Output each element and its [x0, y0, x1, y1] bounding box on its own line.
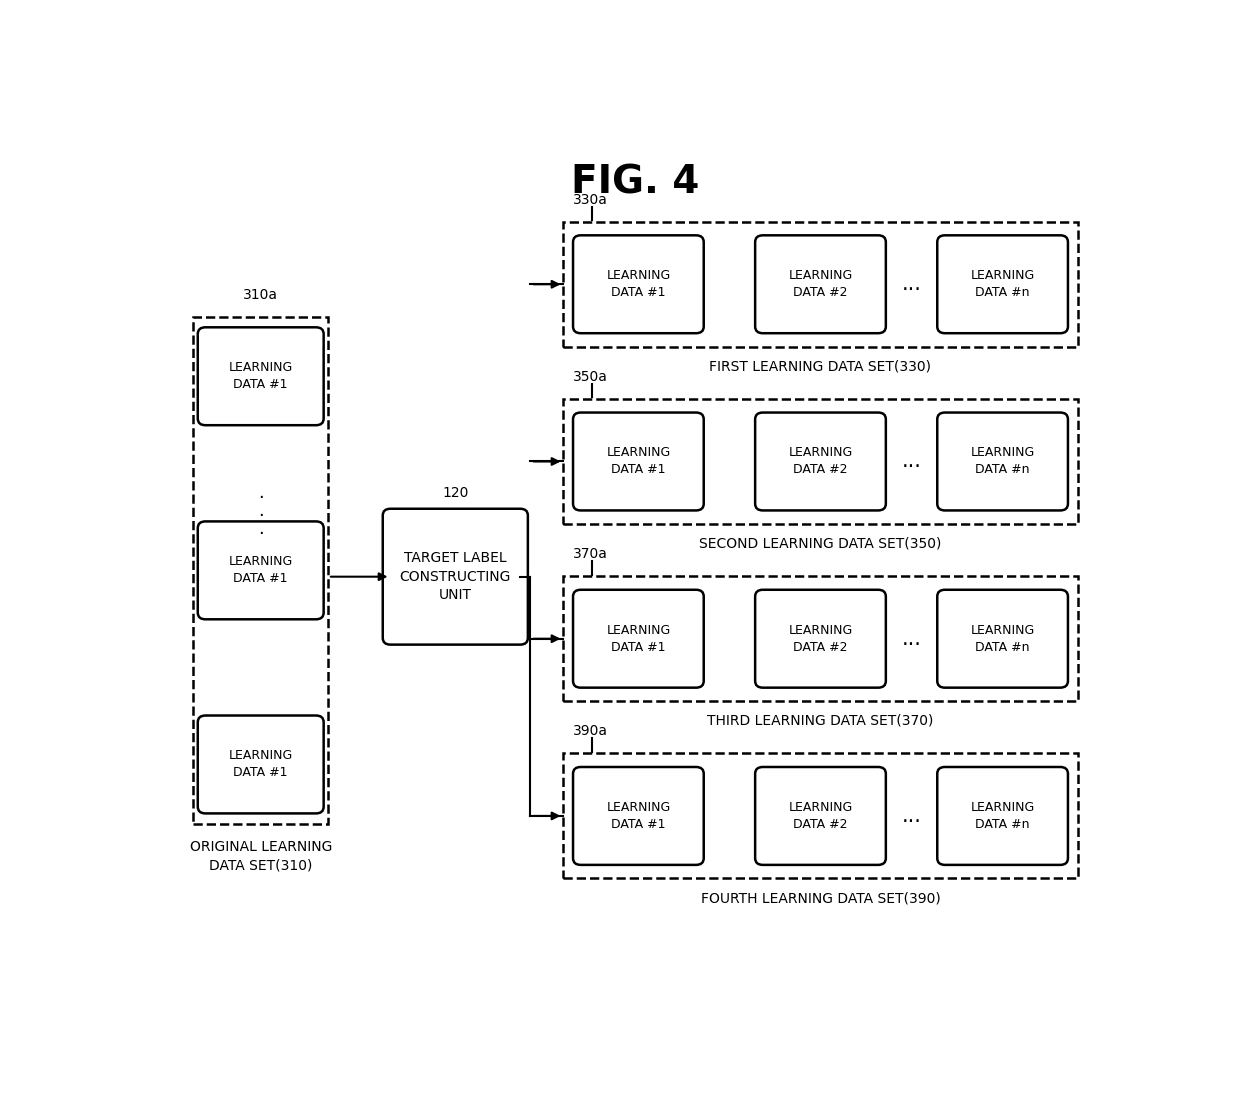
FancyBboxPatch shape	[755, 412, 885, 511]
FancyBboxPatch shape	[937, 412, 1068, 511]
Text: SECOND LEARNING DATA SET(350): SECOND LEARNING DATA SET(350)	[699, 537, 941, 550]
FancyBboxPatch shape	[563, 753, 1078, 878]
FancyBboxPatch shape	[755, 767, 885, 865]
FancyBboxPatch shape	[573, 767, 704, 865]
Text: LEARNING
DATA #n: LEARNING DATA #n	[971, 446, 1034, 477]
Text: ...: ...	[901, 452, 921, 471]
Text: LEARNING
DATA #1: LEARNING DATA #1	[606, 624, 671, 653]
Text: LEARNING
DATA #2: LEARNING DATA #2	[789, 624, 853, 653]
FancyBboxPatch shape	[573, 236, 704, 333]
FancyBboxPatch shape	[937, 590, 1068, 687]
Text: LEARNING
DATA #1: LEARNING DATA #1	[606, 446, 671, 477]
Text: THIRD LEARNING DATA SET(370): THIRD LEARNING DATA SET(370)	[707, 713, 934, 728]
FancyBboxPatch shape	[563, 221, 1078, 346]
Text: ...: ...	[901, 629, 921, 649]
Text: LEARNING
DATA #2: LEARNING DATA #2	[789, 446, 853, 477]
Text: FOURTH LEARNING DATA SET(390): FOURTH LEARNING DATA SET(390)	[701, 891, 940, 905]
Text: 330a: 330a	[573, 193, 608, 207]
Text: ·
·
·: · · ·	[258, 489, 264, 543]
FancyBboxPatch shape	[573, 590, 704, 687]
Text: 390a: 390a	[573, 724, 608, 739]
FancyBboxPatch shape	[383, 509, 528, 644]
Text: LEARNING
DATA #n: LEARNING DATA #n	[971, 801, 1034, 831]
FancyBboxPatch shape	[937, 767, 1068, 865]
Text: LEARNING
DATA #1: LEARNING DATA #1	[228, 362, 293, 391]
Text: 120: 120	[443, 487, 469, 500]
Text: LEARNING
DATA #1: LEARNING DATA #1	[606, 801, 671, 831]
FancyBboxPatch shape	[937, 236, 1068, 333]
FancyBboxPatch shape	[197, 522, 324, 619]
Text: LEARNING
DATA #1: LEARNING DATA #1	[228, 750, 293, 779]
FancyBboxPatch shape	[755, 236, 885, 333]
FancyBboxPatch shape	[563, 399, 1078, 524]
Text: ...: ...	[901, 806, 921, 826]
Text: 310a: 310a	[243, 288, 278, 302]
FancyBboxPatch shape	[573, 412, 704, 511]
Text: ORIGINAL LEARNING
DATA SET(310): ORIGINAL LEARNING DATA SET(310)	[190, 841, 332, 872]
Text: FIG. 4: FIG. 4	[572, 163, 699, 202]
Text: LEARNING
DATA #2: LEARNING DATA #2	[789, 801, 853, 831]
Text: LEARNING
DATA #1: LEARNING DATA #1	[228, 556, 293, 585]
Text: LEARNING
DATA #2: LEARNING DATA #2	[789, 270, 853, 299]
FancyBboxPatch shape	[193, 317, 327, 823]
FancyBboxPatch shape	[197, 328, 324, 425]
Text: 370a: 370a	[573, 547, 608, 561]
Text: 350a: 350a	[573, 369, 608, 384]
Text: LEARNING
DATA #n: LEARNING DATA #n	[971, 624, 1034, 653]
Text: TARGET LABEL
CONSTRUCTING
UNIT: TARGET LABEL CONSTRUCTING UNIT	[399, 551, 511, 602]
Text: LEARNING
DATA #1: LEARNING DATA #1	[606, 270, 671, 299]
FancyBboxPatch shape	[197, 716, 324, 813]
FancyBboxPatch shape	[563, 576, 1078, 701]
Text: FIRST LEARNING DATA SET(330): FIRST LEARNING DATA SET(330)	[709, 359, 931, 374]
Text: LEARNING
DATA #n: LEARNING DATA #n	[971, 270, 1034, 299]
FancyBboxPatch shape	[755, 590, 885, 687]
Text: ...: ...	[901, 274, 921, 294]
